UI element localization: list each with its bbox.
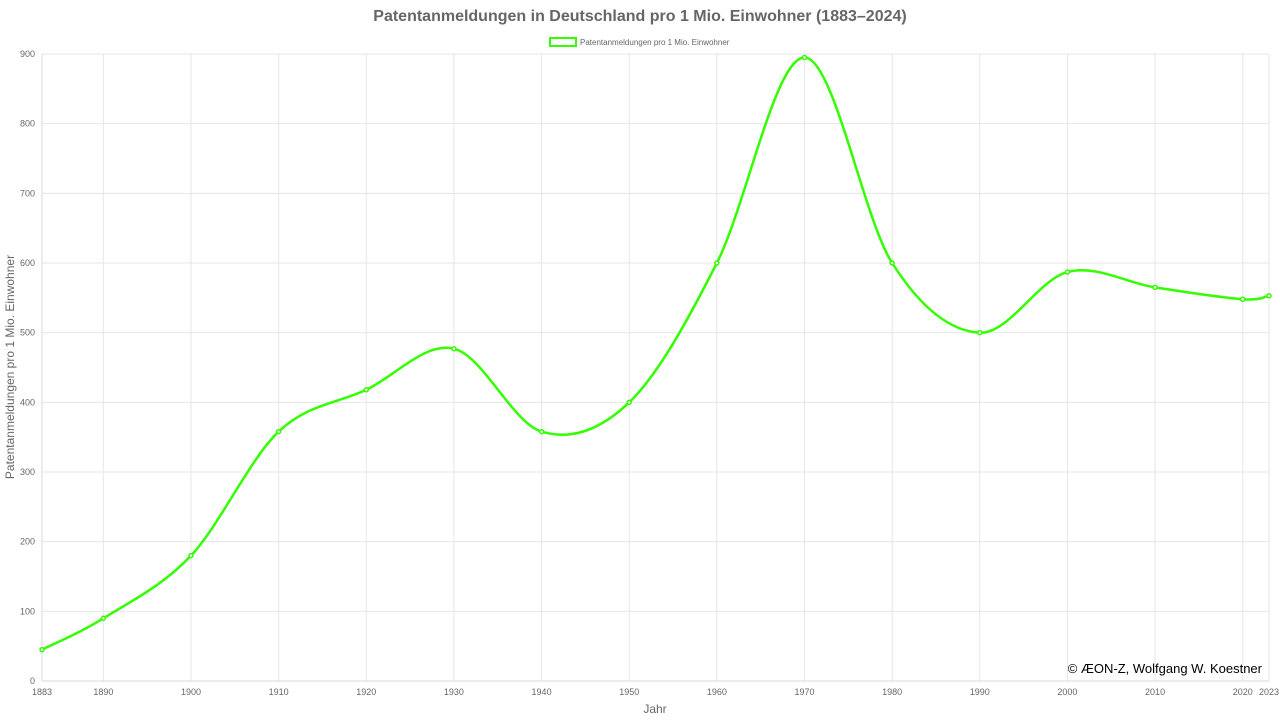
x-tick-label: 1883 [32,687,52,697]
data-point[interactable] [538,428,545,435]
y-tick-label: 800 [20,119,35,129]
data-point[interactable] [626,399,632,406]
legend-label[interactable]: Patentanmeldungen pro 1 Mio. Einwohner [580,38,730,47]
x-tick-label: 1940 [532,687,552,697]
data-points [39,54,1272,653]
x-tick-label: 1910 [269,687,289,697]
y-tick-label: 300 [20,467,35,477]
x-tick-label: 2000 [1057,687,1077,697]
y-tick-label: 200 [20,537,35,547]
y-tick-label: 500 [20,328,35,338]
data-point[interactable] [1239,296,1246,302]
data-point[interactable] [275,428,282,435]
x-tick-label: 1930 [444,687,464,697]
x-tick-label: 1970 [794,687,814,697]
x-tick-label: 2023 [1259,687,1279,697]
data-point[interactable] [39,646,45,653]
series-line [41,56,1270,651]
y-tick-label: 100 [20,606,35,616]
y-tick-label: 600 [20,258,35,268]
x-tick-label: 1900 [181,687,201,697]
x-axis-title: Jahr [643,702,666,716]
data-point[interactable] [977,329,983,336]
legend-swatch[interactable] [549,37,577,47]
x-tick-label: 1990 [970,687,990,697]
data-point[interactable] [100,615,107,622]
y-tick-label: 700 [20,188,35,198]
grid [41,53,1270,682]
chart-title: Patentanmeldungen in Deutschland pro 1 M… [373,8,906,25]
x-tick-label: 1980 [882,687,902,697]
data-point[interactable] [801,54,808,61]
y-tick-labels: 0 100 200 300 400 500 600 700 800 900 [20,49,35,686]
y-axis-title: Patentanmeldungen pro 1 Mio. Einwohner [3,255,17,479]
data-point[interactable] [1152,284,1158,291]
x-tick-label: 1950 [619,687,639,697]
copyright-notice: © ÆON-Z, Wolfgang W. Koestner [1068,661,1263,676]
data-point[interactable] [889,260,895,266]
legend[interactable]: Patentanmeldungen pro 1 Mio. Einwohner [549,37,730,47]
data-point[interactable] [1266,292,1272,299]
data-point[interactable] [714,260,720,266]
x-tick-labels: 1883 1890 1900 1910 1920 1930 1940 1950 1960 1970… [32,687,1279,697]
y-tick-label: 400 [20,397,35,407]
x-tick-label: 1920 [356,687,376,697]
axes [41,54,1269,682]
x-tick-label: 1890 [93,687,113,697]
x-tick-label: 2010 [1145,687,1165,697]
y-tick-label: 0 [30,676,35,686]
data-point[interactable] [188,552,194,559]
series-layer [41,56,1270,651]
data-point[interactable] [363,387,370,393]
data-point[interactable] [451,345,457,352]
x-tick-label: 2020 [1233,687,1253,697]
y-tick-label: 900 [20,49,35,59]
data-point[interactable] [1064,269,1071,275]
x-tick-label: 1960 [707,687,727,697]
